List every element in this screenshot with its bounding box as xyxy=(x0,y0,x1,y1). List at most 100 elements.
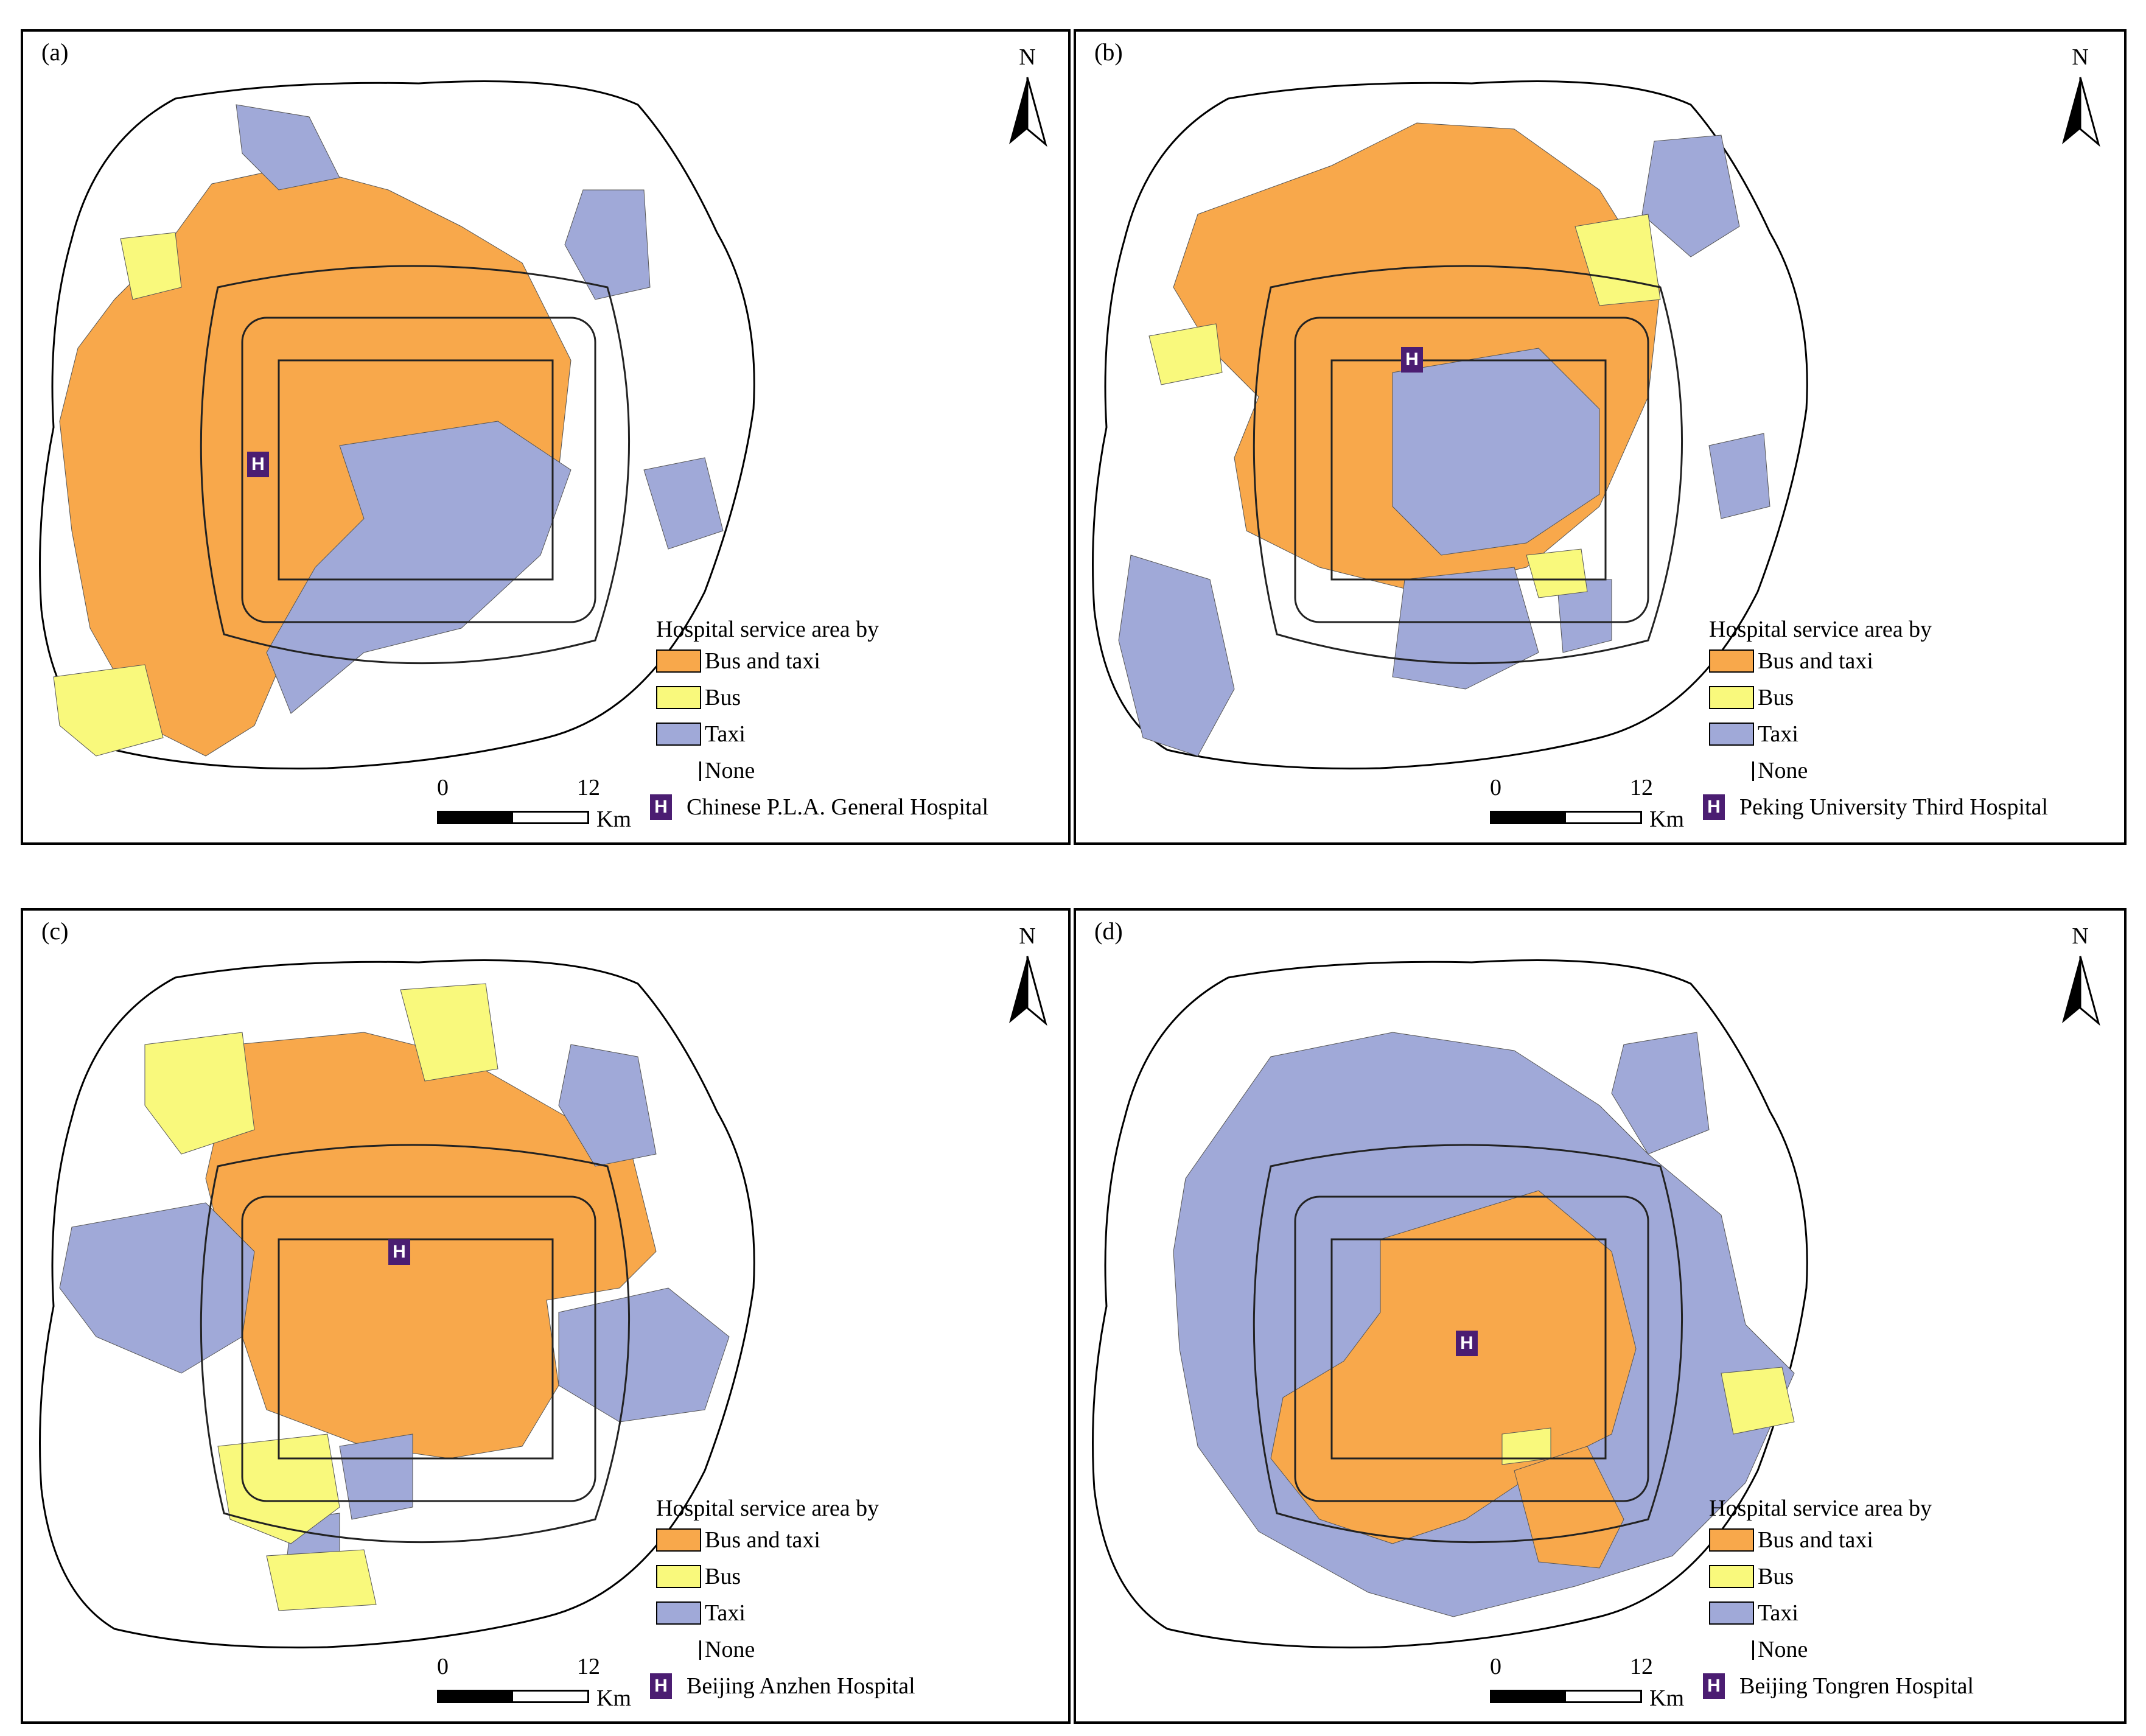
hospital-name: Chinese P.L.A. General Hospital xyxy=(687,794,989,820)
legend-label: Bus xyxy=(705,685,741,710)
scale-zero-label: 0 xyxy=(437,775,449,800)
legend-item-hospital: H Beijing Tongren Hospital xyxy=(1691,1668,1974,1704)
panel-label: (d) xyxy=(1094,917,1123,945)
service-area-map xyxy=(39,959,755,1649)
legend-item-taxi: Taxi xyxy=(1709,716,2048,752)
scale-bar-graphic xyxy=(437,1690,589,1703)
legend-item-hospital: H Peking University Third Hospital xyxy=(1691,789,2048,825)
legend-label: Bus and taxi xyxy=(1758,648,1873,674)
legend-label: Bus and taxi xyxy=(1758,1527,1873,1553)
legend-title: Hospital service area by xyxy=(1709,1496,1932,1521)
ring-road xyxy=(1294,1195,1649,1502)
scale-bar: 0 12 Km xyxy=(437,774,656,835)
north-arrow: N xyxy=(1003,923,1052,1026)
ring-road xyxy=(278,359,554,581)
ring-road xyxy=(1330,359,1607,581)
area-taxi xyxy=(266,421,571,714)
ring-road xyxy=(1253,265,1683,665)
hospital-name: Beijing Tongren Hospital xyxy=(1739,1673,1974,1699)
legend-item-taxi: Taxi xyxy=(656,1595,915,1631)
legend-swatch xyxy=(1709,759,1754,782)
north-arrow: N xyxy=(1003,44,1052,147)
panel-label: (a) xyxy=(41,38,69,66)
north-arrow-icon xyxy=(2062,77,2100,147)
hospital-name: Peking University Third Hospital xyxy=(1739,794,2048,820)
scale-zero-label: 0 xyxy=(1490,775,1501,800)
legend-item-bus: Bus xyxy=(656,679,988,716)
scale-bar-graphic xyxy=(437,811,589,824)
legend-swatch xyxy=(1709,1601,1754,1625)
legend-item-bus: Bus xyxy=(1709,679,2048,716)
legend-title: Hospital service area by xyxy=(656,1496,879,1521)
legend-item-bus-and-taxi: Bus and taxi xyxy=(656,643,988,679)
legend-item-bus: Bus xyxy=(656,1558,915,1595)
ring-road xyxy=(1294,317,1649,623)
ring-road xyxy=(241,317,596,623)
legend-item-bus-and-taxi: Bus and taxi xyxy=(1709,643,2048,679)
legend-label: Taxi xyxy=(705,721,746,747)
legend-item-taxi: Taxi xyxy=(656,716,988,752)
legend-label: None xyxy=(705,1637,755,1662)
north-label: N xyxy=(1019,923,1036,949)
area-taxi xyxy=(1611,1032,1710,1155)
hospital-icon: H xyxy=(388,1239,410,1265)
scale-twelve-label: 12 xyxy=(577,1654,600,1679)
hospital-name: Beijing Anzhen Hospital xyxy=(687,1673,915,1699)
hospital-icon: H xyxy=(247,452,269,477)
north-label: N xyxy=(2072,923,2089,949)
legend-item-none: None xyxy=(1709,752,2048,789)
panel-label: (b) xyxy=(1094,38,1123,66)
hospital-icon: H xyxy=(1703,1673,1725,1699)
map-panel-b: (b) H N Hospital service area by Bus and… xyxy=(1074,29,2127,845)
legend-label: Bus and taxi xyxy=(705,648,820,674)
legend: Hospital service area by Bus and taxi Bu… xyxy=(650,1495,915,1704)
legend-item-none: None xyxy=(656,1631,915,1668)
scale-twelve-label: 12 xyxy=(1630,775,1653,800)
area-taxi xyxy=(1392,567,1539,690)
ring-road xyxy=(241,1195,596,1502)
scale-zero-label: 0 xyxy=(1490,1654,1501,1679)
service-area-map xyxy=(1092,959,1808,1649)
ring-road xyxy=(278,1238,554,1460)
legend-label: Taxi xyxy=(705,1600,746,1626)
north-label: N xyxy=(1019,44,1036,70)
legend-swatch xyxy=(1709,723,1754,746)
scale-zero-label: 0 xyxy=(437,1654,449,1679)
area-taxi xyxy=(643,457,724,550)
area-taxi xyxy=(564,189,651,300)
legend-swatch xyxy=(656,1528,701,1552)
area-bus xyxy=(144,1032,255,1155)
legend-item-none: None xyxy=(656,752,988,789)
legend: Hospital service area by Bus and taxi Bu… xyxy=(1703,616,2048,825)
legend-label: Bus xyxy=(1758,1564,1794,1589)
legend-swatch xyxy=(656,1565,701,1588)
north-arrow: N xyxy=(2056,44,2105,147)
scale-bar-graphic xyxy=(1490,1690,1642,1703)
legend-title: Hospital service area by xyxy=(656,617,879,642)
scale-unit-label: Km xyxy=(1649,807,1684,832)
legend-title: Hospital service area by xyxy=(1709,617,1932,642)
north-arrow-icon xyxy=(1009,77,1047,147)
ring-road xyxy=(1330,1238,1607,1460)
hospital-icon: H xyxy=(650,1673,672,1699)
scale-unit-label: Km xyxy=(596,1685,631,1711)
area-taxi xyxy=(1641,135,1740,257)
north-label: N xyxy=(2072,44,2089,70)
legend-item-taxi: Taxi xyxy=(1709,1595,1974,1631)
area-bus xyxy=(217,1433,340,1544)
area-taxi xyxy=(558,1287,730,1423)
legend-swatch xyxy=(1709,1565,1754,1588)
area-bus xyxy=(266,1549,377,1611)
scale-twelve-label: 12 xyxy=(1630,1654,1653,1679)
legend-item-hospital: H Chinese P.L.A. General Hospital xyxy=(638,789,988,825)
area-taxi xyxy=(1708,433,1770,519)
north-arrow-icon xyxy=(1009,956,1047,1026)
hospital-icon: H xyxy=(1456,1331,1478,1356)
panel-label: (c) xyxy=(41,917,69,945)
area-taxi xyxy=(1118,555,1235,757)
north-arrow-icon xyxy=(2062,956,2100,1026)
legend-swatch xyxy=(656,1638,701,1661)
legend: Hospital service area by Bus and taxi Bu… xyxy=(1703,1495,1974,1704)
ring-road xyxy=(1253,1144,1683,1544)
area-bus xyxy=(1148,323,1223,385)
